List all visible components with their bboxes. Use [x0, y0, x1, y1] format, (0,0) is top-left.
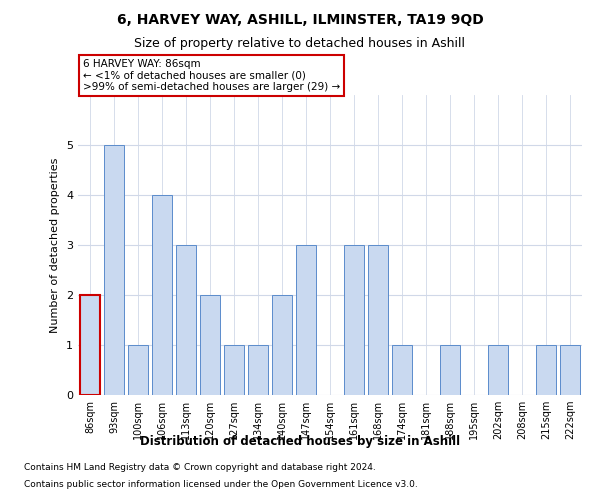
Bar [488, 345, 508, 395]
Bar [152, 195, 172, 395]
Bar [128, 345, 148, 395]
Bar [248, 345, 268, 395]
Bar [560, 345, 580, 395]
Bar [392, 345, 412, 395]
Bar [200, 295, 220, 395]
Text: Contains HM Land Registry data © Crown copyright and database right 2024.: Contains HM Land Registry data © Crown c… [24, 462, 376, 471]
Bar [176, 245, 196, 395]
Text: Distribution of detached houses by size in Ashill: Distribution of detached houses by size … [140, 435, 460, 448]
Text: 6, HARVEY WAY, ASHILL, ILMINSTER, TA19 9QD: 6, HARVEY WAY, ASHILL, ILMINSTER, TA19 9… [116, 12, 484, 26]
Bar [80, 295, 100, 395]
Bar [104, 145, 124, 395]
Text: Contains public sector information licensed under the Open Government Licence v3: Contains public sector information licen… [24, 480, 418, 489]
Text: Size of property relative to detached houses in Ashill: Size of property relative to detached ho… [134, 38, 466, 51]
Bar [344, 245, 364, 395]
Bar [272, 295, 292, 395]
Bar [536, 345, 556, 395]
Y-axis label: Number of detached properties: Number of detached properties [50, 158, 61, 332]
Bar [296, 245, 316, 395]
Bar [440, 345, 460, 395]
Text: 6 HARVEY WAY: 86sqm
← <1% of detached houses are smaller (0)
>99% of semi-detach: 6 HARVEY WAY: 86sqm ← <1% of detached ho… [83, 59, 340, 92]
Bar [224, 345, 244, 395]
Bar [368, 245, 388, 395]
